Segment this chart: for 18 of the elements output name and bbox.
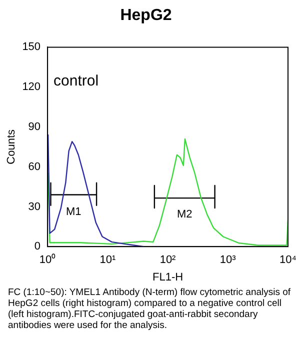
x-axis-title: FL1-H: [152, 271, 184, 284]
x-tick-label: 10²: [160, 254, 176, 266]
annotation: control: [54, 72, 99, 90]
x-tick-label: 10¹: [100, 254, 116, 266]
y-axis-title: Counts: [6, 128, 18, 164]
y-tick-label: 30: [28, 200, 41, 213]
x-tick-label: 10³: [220, 254, 236, 266]
y-tick-label: 90: [28, 120, 41, 133]
y-tick-label: 120: [22, 81, 41, 94]
series-label: M1: [66, 206, 82, 218]
y-tick-label: 60: [28, 160, 41, 173]
y-tick-label: 150: [22, 41, 41, 54]
y-tick-label: 0: [34, 240, 41, 253]
text: FC (1:10~50): YMEL1 Antibody (N-term) flow cytometric analysis of HepG2 cells (right histogram) compared to a negative control cell (left histogram).FITC-conjugated goat-anti-rabbit secondary antibodies were used for the analysis.: [8, 287, 292, 331]
chart-title: HepG2: [120, 7, 172, 24]
x-tick-label: 10⁰: [39, 253, 56, 266]
x-tick-label: 10⁴: [280, 254, 297, 266]
series-label: M2: [176, 208, 192, 221]
